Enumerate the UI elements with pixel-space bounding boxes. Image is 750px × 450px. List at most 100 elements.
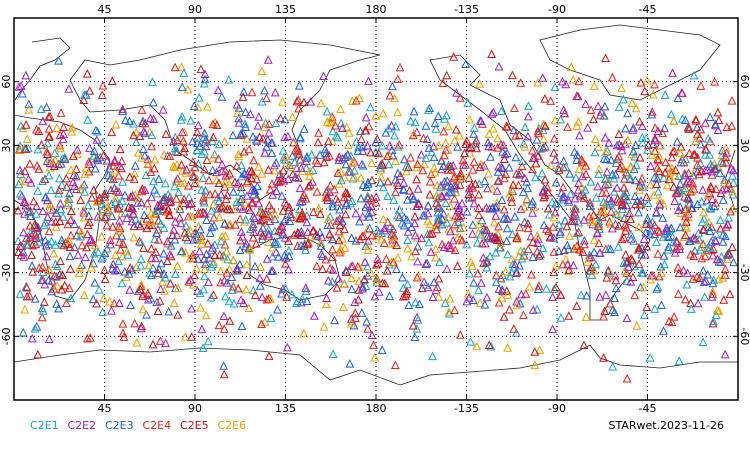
observation-marker bbox=[309, 311, 319, 320]
observation-marker bbox=[576, 290, 586, 299]
observation-marker bbox=[85, 235, 95, 245]
observation-marker bbox=[541, 141, 550, 151]
observation-marker bbox=[98, 251, 108, 261]
observation-marker bbox=[407, 222, 417, 231]
observation-marker bbox=[645, 352, 655, 362]
observation-marker bbox=[258, 133, 268, 143]
observation-marker bbox=[136, 323, 146, 333]
observation-marker bbox=[263, 55, 273, 64]
observation-marker bbox=[707, 194, 717, 204]
observation-marker bbox=[234, 149, 243, 159]
observation-marker bbox=[629, 146, 638, 156]
observation-marker bbox=[158, 104, 168, 114]
observation-marker bbox=[59, 240, 69, 250]
observation-marker bbox=[380, 225, 390, 235]
observation-marker bbox=[421, 153, 431, 163]
observation-marker bbox=[558, 259, 568, 269]
observation-marker bbox=[563, 259, 573, 269]
observation-marker bbox=[516, 246, 526, 255]
observation-marker bbox=[206, 205, 216, 215]
observation-marker bbox=[117, 278, 127, 288]
observation-marker bbox=[80, 169, 90, 179]
observation-marker bbox=[38, 306, 48, 315]
observation-marker bbox=[338, 302, 348, 311]
observation-marker bbox=[494, 221, 503, 231]
observation-marker bbox=[683, 193, 693, 202]
observation-marker bbox=[60, 154, 70, 164]
observation-marker bbox=[105, 235, 115, 245]
observation-marker bbox=[270, 237, 280, 246]
observation-marker bbox=[611, 275, 621, 285]
observation-marker bbox=[107, 127, 117, 137]
observation-marker bbox=[163, 196, 173, 206]
observation-marker bbox=[548, 324, 558, 334]
observation-marker bbox=[229, 186, 238, 196]
observation-marker bbox=[710, 235, 720, 245]
observation-marker bbox=[348, 157, 358, 166]
observation-marker bbox=[161, 129, 171, 138]
observation-marker bbox=[217, 159, 227, 169]
observation-marker bbox=[204, 175, 214, 185]
observation-marker bbox=[192, 263, 202, 273]
observation-marker bbox=[702, 243, 712, 253]
observation-marker bbox=[257, 292, 267, 302]
observation-marker bbox=[143, 294, 153, 304]
observation-marker bbox=[646, 180, 655, 189]
observation-marker bbox=[270, 165, 280, 175]
observation-marker bbox=[255, 273, 265, 283]
observation-marker bbox=[138, 144, 148, 154]
observation-marker bbox=[440, 114, 449, 123]
observation-marker bbox=[389, 231, 399, 240]
observation-marker bbox=[56, 108, 66, 117]
observation-marker bbox=[421, 280, 431, 289]
observation-marker bbox=[139, 210, 149, 220]
observation-marker bbox=[191, 232, 201, 242]
observation-marker bbox=[474, 189, 484, 199]
observation-marker bbox=[176, 218, 186, 228]
observation-marker bbox=[655, 195, 665, 205]
observation-marker bbox=[563, 122, 573, 131]
observation-marker bbox=[316, 98, 326, 108]
observation-marker bbox=[232, 263, 242, 273]
observation-marker bbox=[280, 250, 289, 260]
observation-marker bbox=[208, 259, 218, 268]
observation-marker bbox=[515, 298, 525, 308]
observation-marker bbox=[201, 141, 211, 151]
observation-marker bbox=[295, 213, 305, 222]
observation-marker bbox=[621, 187, 631, 196]
observation-marker bbox=[316, 238, 326, 247]
observation-marker bbox=[334, 152, 344, 161]
observation-marker bbox=[432, 224, 442, 234]
observation-marker bbox=[556, 114, 566, 124]
observation-marker bbox=[687, 203, 697, 213]
observation-marker bbox=[351, 313, 360, 323]
observation-marker bbox=[337, 123, 347, 133]
observation-marker bbox=[180, 228, 190, 237]
observation-marker bbox=[686, 304, 696, 313]
observation-marker bbox=[200, 264, 210, 274]
observation-marker bbox=[44, 334, 54, 343]
observation-marker bbox=[118, 328, 128, 338]
observation-marker bbox=[653, 186, 663, 196]
observation-marker bbox=[107, 199, 117, 209]
observation-marker bbox=[24, 104, 34, 114]
observation-marker bbox=[160, 286, 169, 295]
observation-marker bbox=[575, 244, 584, 254]
observation-marker bbox=[49, 161, 59, 170]
observation-marker bbox=[266, 266, 276, 275]
observation-marker bbox=[90, 278, 100, 287]
observation-marker bbox=[318, 251, 327, 260]
observation-marker bbox=[496, 139, 506, 149]
observation-marker bbox=[369, 340, 378, 349]
observation-marker bbox=[466, 337, 475, 346]
observation-marker bbox=[224, 179, 234, 189]
observation-marker bbox=[398, 184, 408, 194]
observation-marker bbox=[188, 136, 197, 146]
observation-marker bbox=[110, 155, 120, 165]
observation-marker bbox=[105, 296, 115, 306]
observation-marker bbox=[117, 156, 127, 165]
observation-marker bbox=[50, 155, 60, 165]
observation-marker bbox=[40, 217, 50, 227]
observation-marker bbox=[370, 291, 380, 301]
observation-marker bbox=[439, 161, 448, 171]
